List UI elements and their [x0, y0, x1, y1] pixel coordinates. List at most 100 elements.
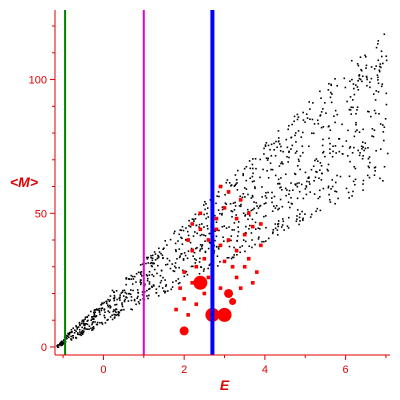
background-point	[223, 240, 225, 243]
background-point	[280, 145, 282, 148]
background-point	[353, 135, 356, 138]
background-point	[373, 174, 376, 176]
background-point	[375, 46, 378, 49]
highlight-point-large	[193, 275, 208, 290]
background-point	[233, 254, 236, 256]
background-point	[84, 316, 87, 319]
background-point	[174, 249, 177, 251]
background-point	[362, 179, 365, 182]
background-point	[354, 167, 357, 170]
background-point	[264, 240, 267, 242]
background-point	[185, 270, 188, 273]
background-point	[267, 157, 269, 160]
highlight-point	[226, 190, 231, 194]
background-point	[252, 158, 254, 160]
background-point	[214, 239, 216, 242]
background-point	[151, 265, 153, 268]
background-point	[377, 91, 380, 93]
background-point	[205, 203, 207, 205]
background-point	[306, 180, 308, 183]
highlight-point	[238, 198, 243, 202]
background-point	[288, 189, 291, 192]
background-point	[182, 258, 185, 260]
background-point	[230, 184, 233, 186]
background-point	[236, 182, 238, 184]
background-point	[70, 338, 72, 340]
highlight-point-large	[179, 326, 189, 336]
background-point	[187, 250, 190, 252]
background-point	[311, 132, 313, 135]
background-point	[82, 330, 85, 333]
background-point	[348, 147, 351, 149]
background-point	[242, 239, 245, 241]
background-point	[95, 315, 98, 317]
background-point	[58, 344, 60, 346]
background-point	[270, 155, 273, 157]
background-point	[231, 215, 233, 218]
background-point	[280, 177, 282, 179]
background-point	[378, 69, 381, 72]
background-point	[229, 203, 232, 205]
background-point	[322, 138, 324, 141]
background-point	[287, 216, 290, 219]
background-point	[219, 260, 221, 263]
background-point	[320, 97, 322, 100]
background-point	[104, 322, 107, 324]
background-point	[298, 223, 300, 226]
background-point	[78, 333, 81, 336]
background-point	[278, 207, 280, 210]
background-point	[351, 152, 354, 154]
background-point	[159, 281, 162, 284]
background-point	[313, 179, 315, 182]
background-point	[287, 124, 290, 127]
background-point	[177, 278, 180, 280]
background-point	[259, 158, 262, 161]
background-point	[368, 176, 371, 179]
background-point	[92, 321, 95, 323]
background-point	[279, 150, 282, 152]
background-point	[242, 173, 244, 175]
background-point	[345, 187, 348, 190]
background-point	[76, 332, 79, 334]
background-point	[374, 112, 377, 115]
background-point	[368, 110, 370, 113]
background-point	[81, 333, 84, 336]
background-point	[91, 322, 94, 324]
background-point	[234, 201, 236, 204]
background-point	[371, 128, 374, 130]
background-point	[377, 76, 379, 79]
background-point	[255, 167, 257, 170]
background-point	[336, 113, 339, 116]
background-point	[328, 125, 330, 127]
background-point	[376, 74, 379, 76]
background-point	[302, 197, 305, 200]
background-point	[357, 79, 359, 82]
background-point	[135, 281, 137, 283]
background-point	[233, 222, 236, 224]
background-point	[299, 220, 301, 222]
background-point	[139, 283, 142, 286]
background-point	[301, 145, 304, 148]
background-point	[155, 288, 158, 291]
background-point	[84, 324, 86, 326]
background-point	[194, 213, 197, 216]
background-point	[79, 331, 81, 333]
background-point	[207, 267, 209, 270]
background-point	[270, 143, 273, 146]
background-point	[325, 112, 327, 114]
background-point	[297, 116, 300, 118]
background-point	[206, 225, 209, 227]
background-point	[123, 300, 126, 303]
background-point	[369, 86, 371, 89]
background-point	[277, 208, 279, 211]
background-point	[164, 291, 166, 294]
background-point	[330, 101, 333, 104]
background-point	[311, 118, 314, 121]
background-point	[130, 278, 133, 280]
background-point	[288, 156, 290, 159]
background-point	[277, 225, 280, 228]
background-point	[201, 247, 203, 250]
background-point	[332, 145, 334, 147]
background-point	[231, 256, 234, 259]
background-point	[133, 299, 136, 302]
